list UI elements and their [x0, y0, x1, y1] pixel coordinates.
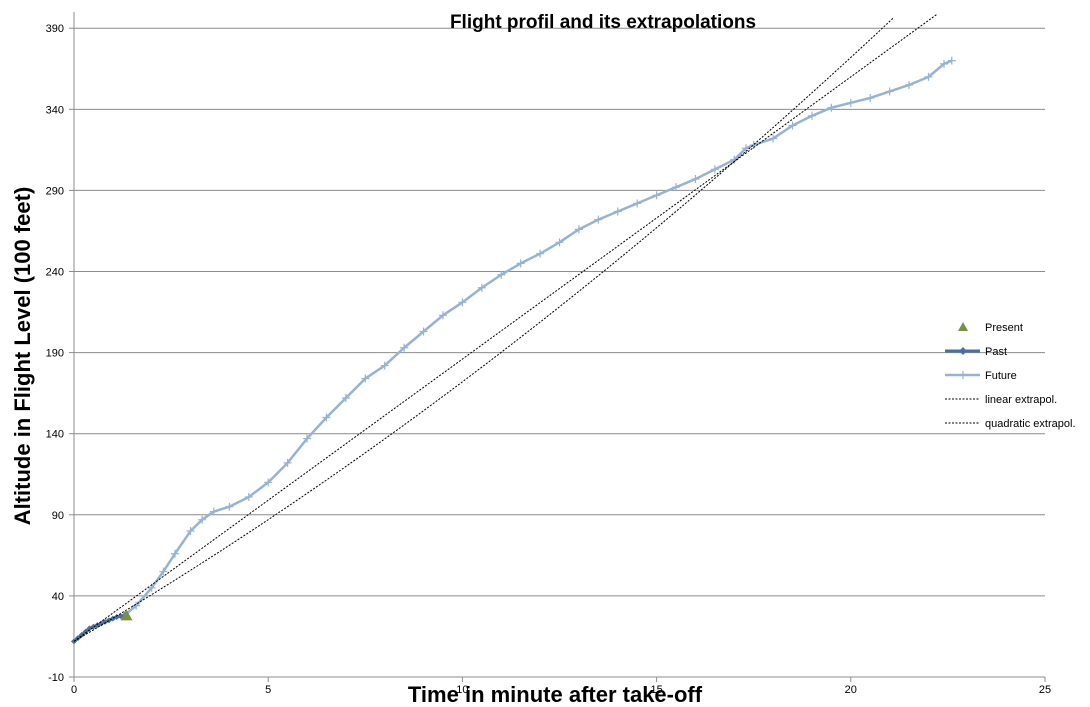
chart-title: Flight profil and its extrapolations [450, 12, 756, 33]
future-point [132, 601, 141, 610]
future-point [613, 207, 622, 216]
future-point [940, 59, 949, 68]
future-point [419, 327, 428, 336]
legend-label-linear: linear extrapol. [985, 394, 1057, 406]
legend-label-present: Present [985, 322, 1023, 334]
future-point [341, 394, 350, 403]
y-tick-label: 90 [52, 510, 64, 522]
present-point [120, 609, 133, 621]
legend: Present Past Future linear extrapol. quadrat… [945, 322, 1076, 430]
future-point [594, 215, 603, 224]
future-point [652, 191, 661, 200]
tick-labels: 0 5 10 15 20 25 -10 40 90 140 190 240 290 340 390 [46, 23, 1051, 696]
x-tick-label: 10 [456, 684, 468, 696]
future-point [458, 298, 467, 307]
x-tick-label: 25 [1039, 684, 1051, 696]
legend-item-quadratic: quadratic extrapol. [945, 418, 1076, 430]
y-tick-label: 340 [46, 104, 64, 116]
y-tick-label: 240 [46, 267, 64, 279]
x-tick-label: 5 [265, 684, 271, 696]
future-point [672, 183, 681, 192]
y-tick-label: 190 [46, 348, 64, 360]
future-point [633, 199, 642, 208]
future-point [322, 413, 331, 422]
future-point [380, 361, 389, 370]
x-tick-label: 15 [650, 684, 662, 696]
future-point [710, 165, 719, 174]
future-point [827, 103, 836, 112]
legend-label-future: Future [985, 370, 1017, 382]
legend-label-past: Past [985, 346, 1007, 358]
x-tick-label: 20 [845, 684, 857, 696]
future-point [788, 121, 797, 130]
linear-extrapolation-line [73, 13, 938, 642]
legend-item-past: Past [945, 346, 1007, 358]
future-point [516, 259, 525, 268]
future-point [924, 72, 933, 81]
y-tick-label: 390 [46, 23, 64, 35]
future-point [209, 507, 218, 516]
future-point [198, 515, 207, 524]
future-point [225, 502, 234, 511]
future-point [555, 238, 564, 247]
axes [69, 12, 1046, 682]
future-point [159, 567, 168, 576]
y-tick-label: 40 [52, 591, 64, 603]
future-point [846, 98, 855, 107]
plot-series [71, 13, 956, 645]
future-point [283, 458, 292, 467]
future-point [885, 87, 894, 96]
legend-item-linear: linear extrapol. [945, 394, 1057, 406]
future-point [769, 134, 778, 143]
quadratic-extrapolation-line [73, 17, 894, 642]
future-point [264, 478, 273, 487]
future-point [691, 175, 700, 184]
gridlines [74, 27, 1045, 597]
legend-item-future: Future [945, 370, 1017, 382]
y-axis-title: Altitude in Flight Level (100 feet) [10, 187, 35, 526]
future-point [497, 270, 506, 279]
future-point [400, 343, 409, 352]
future-point [905, 80, 914, 89]
future-series-line [123, 59, 953, 617]
future-point [536, 249, 545, 258]
past-point [113, 613, 120, 620]
x-axis-title: Time in minute after take-off [408, 682, 703, 707]
legend-swatch-future-marker [959, 371, 967, 379]
y-tick-label: 140 [46, 429, 64, 441]
future-point [244, 492, 253, 501]
future-point [574, 225, 583, 234]
future-point [186, 527, 195, 536]
future-point [866, 93, 875, 102]
legend-item-present: Present [958, 322, 1023, 334]
future-point [477, 283, 486, 292]
x-tick-label: 0 [71, 684, 77, 696]
legend-swatch-past-marker [959, 347, 967, 355]
future-point [361, 374, 370, 383]
future-point [438, 311, 447, 320]
future-point [170, 549, 179, 558]
legend-label-quadratic: quadratic extrapol. [985, 418, 1076, 430]
y-tick-label: -10 [48, 672, 64, 684]
y-tick-label: 290 [46, 185, 64, 197]
future-point [303, 434, 312, 443]
future-point [807, 111, 816, 120]
future-point [947, 56, 956, 65]
legend-swatch-present [958, 322, 968, 331]
